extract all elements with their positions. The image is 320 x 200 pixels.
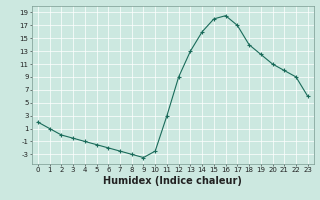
- X-axis label: Humidex (Indice chaleur): Humidex (Indice chaleur): [103, 176, 242, 186]
